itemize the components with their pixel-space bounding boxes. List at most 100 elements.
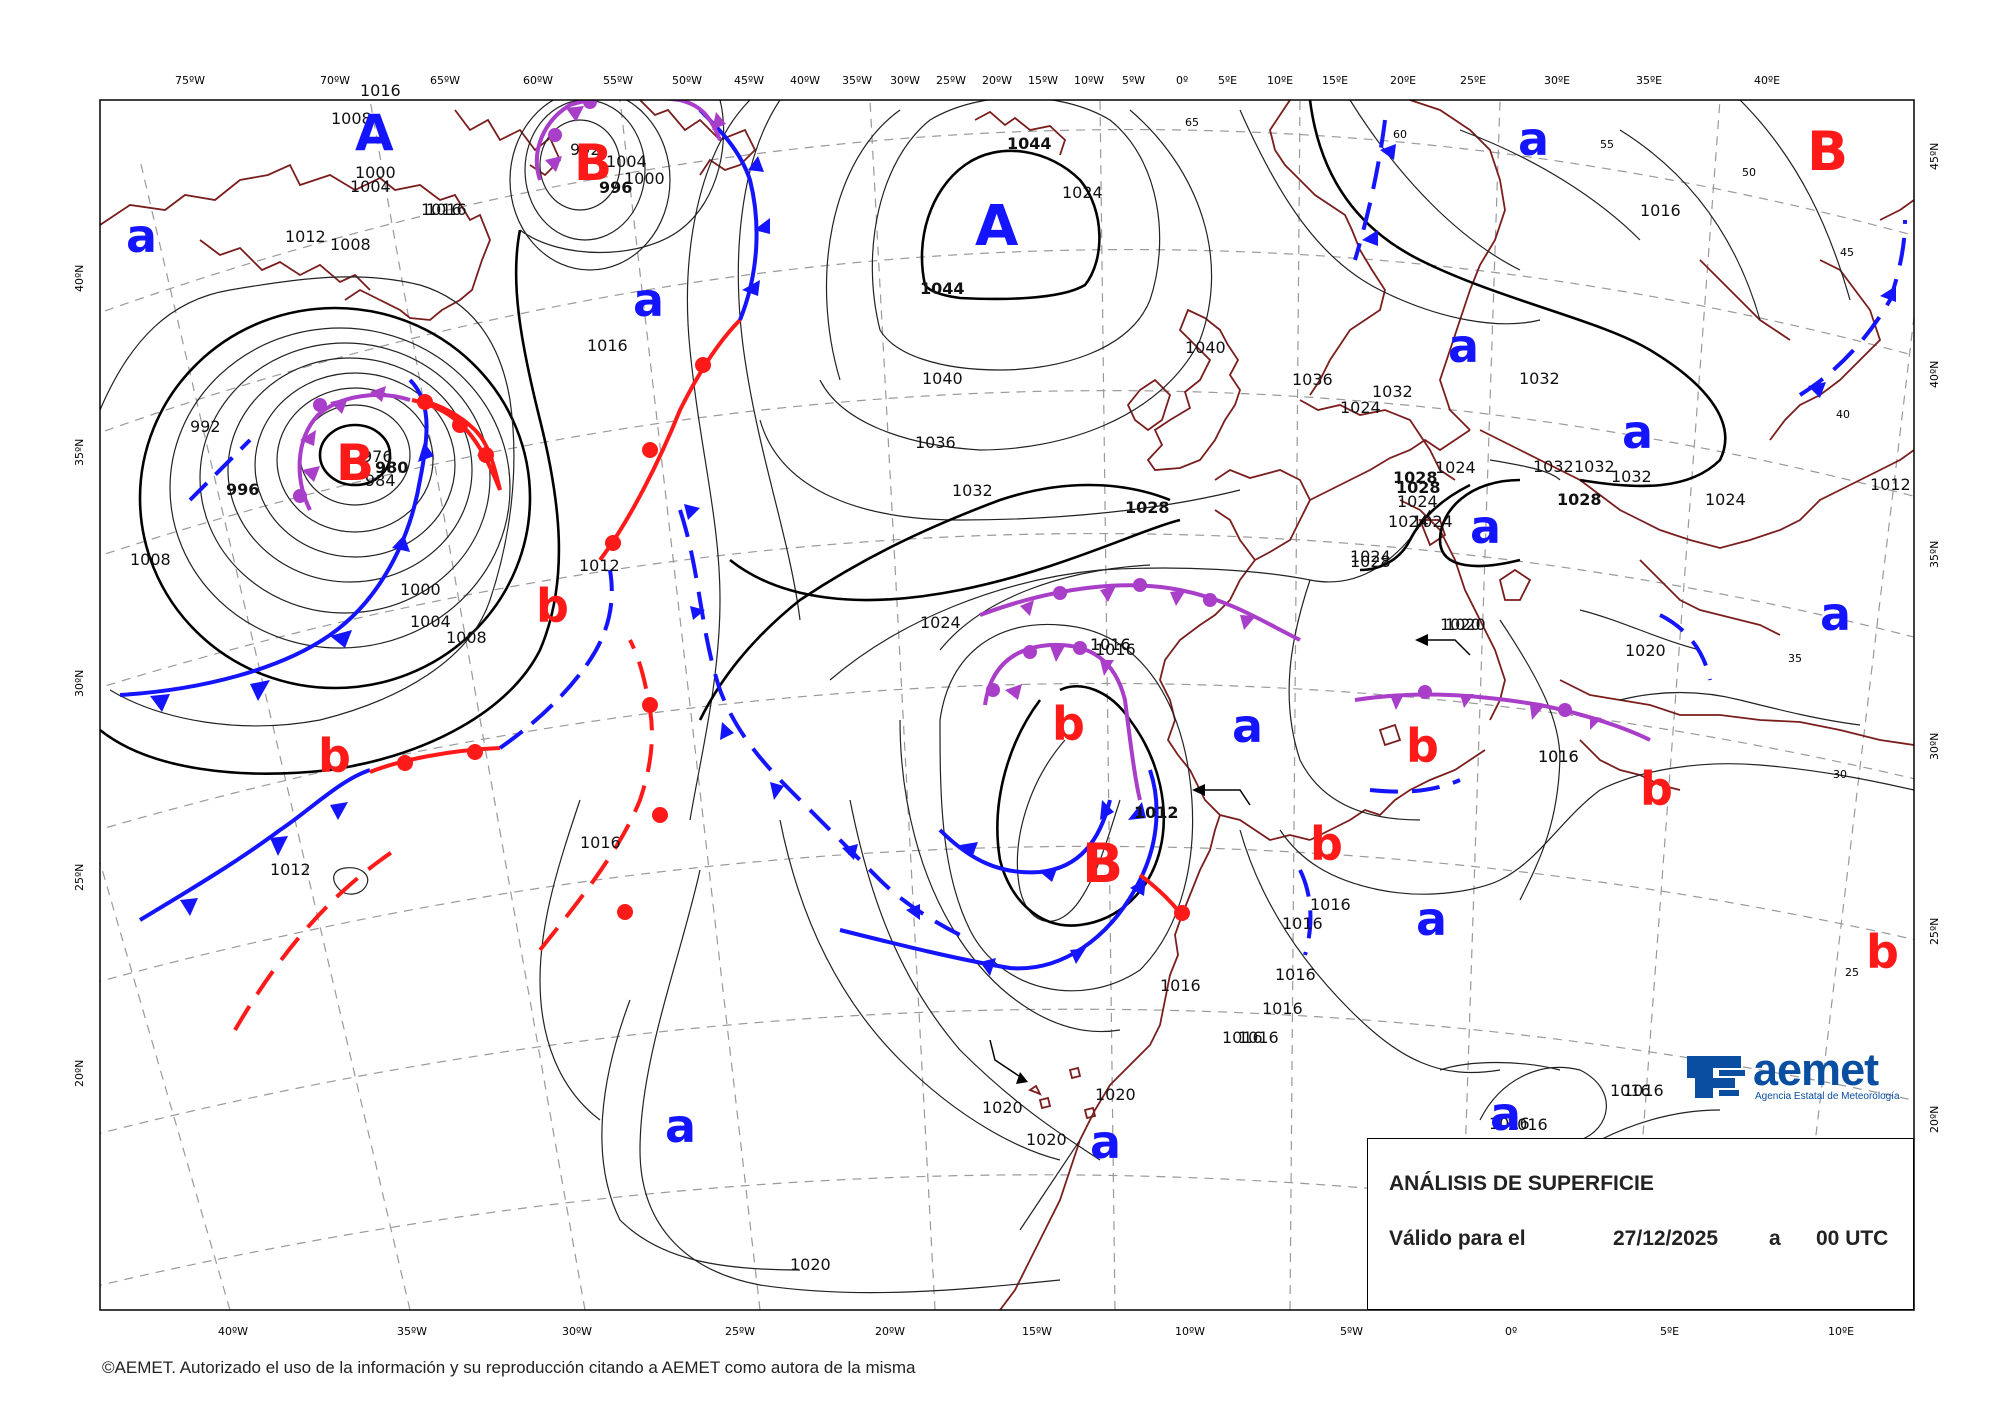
relative-high-letter: a bbox=[1090, 1115, 1121, 1169]
occluded-front-5 bbox=[1354, 692, 1651, 742]
isobar-label: 980 bbox=[375, 458, 408, 477]
relative-high-letter: a bbox=[1490, 1087, 1521, 1141]
top-lon-label: 35ºW bbox=[842, 74, 872, 87]
left-lat-label: 25ºN bbox=[73, 864, 86, 891]
relative-low-letter: b bbox=[1406, 719, 1439, 773]
bottom-lon-label: 25ºW bbox=[725, 1325, 755, 1338]
occluded-front-4 bbox=[979, 583, 1301, 642]
valid-date: 27/12/2025 bbox=[1613, 1227, 1719, 1250]
isobar-label: 1020 bbox=[1440, 615, 1481, 634]
isobar-label: 992 bbox=[190, 417, 221, 436]
stationary-front-1 bbox=[498, 569, 614, 750]
map-frame bbox=[99, 99, 1915, 1311]
right-lat-label: 35ºN bbox=[1928, 541, 1941, 568]
relative-high-letter: a bbox=[1448, 319, 1479, 373]
top-lon-label: 50ºW bbox=[672, 74, 702, 87]
bottom-lon-label: 10ºE bbox=[1828, 1325, 1854, 1338]
right-lat-label: 25ºN bbox=[1928, 918, 1941, 945]
cold-front-1 bbox=[119, 378, 429, 697]
top-lon-label: 30ºW bbox=[890, 74, 920, 87]
relative-high-letter: a bbox=[633, 273, 664, 327]
right-lat-label: 45ºN bbox=[1928, 143, 1941, 170]
stationary-front-7 bbox=[1798, 219, 1907, 397]
isobar-label: 1020 bbox=[1095, 1085, 1136, 1104]
isobar-label: 976 bbox=[362, 447, 393, 466]
stationary-front-5 bbox=[1659, 613, 1712, 681]
bottom-lon-label: 10ºW bbox=[1175, 1325, 1205, 1338]
low-pressure-letter: B bbox=[574, 134, 612, 192]
isobar-label: 1016 bbox=[1310, 895, 1351, 914]
relative-low-letter: b bbox=[1866, 925, 1899, 979]
isobar-label: 1016 bbox=[360, 81, 401, 100]
isobar-label: 1000 bbox=[400, 580, 441, 599]
cold-front-2 bbox=[138, 768, 371, 922]
top-lon-label: 40ºW bbox=[790, 74, 820, 87]
inner-grid-label: 30 bbox=[1833, 768, 1847, 781]
isobar-label: 1040 bbox=[1185, 338, 1226, 357]
top-lon-label: 25ºE bbox=[1460, 74, 1486, 87]
isobar-label: 1012 bbox=[1134, 803, 1179, 822]
isobar-label: 1024 bbox=[1350, 547, 1391, 566]
bottom-lon-label: 5ºW bbox=[1340, 1325, 1363, 1338]
top-lon-label: 10ºE bbox=[1267, 74, 1293, 87]
inner-grid-label: 50 bbox=[1742, 166, 1756, 179]
right-lat-label: 30ºN bbox=[1928, 733, 1941, 760]
isobar-label: 1016 bbox=[1282, 914, 1323, 933]
isobar-label: 1024 bbox=[1062, 183, 1103, 202]
occluded-front-2 bbox=[534, 100, 722, 181]
low-pressure-letter: B bbox=[1082, 832, 1123, 895]
isobar-label: 1016 bbox=[426, 200, 467, 219]
isobar-label: 1032 bbox=[1533, 457, 1574, 476]
high-pressure-letter: A bbox=[355, 104, 394, 162]
top-lon-label: 10ºW bbox=[1074, 74, 1104, 87]
top-lon-label: 45ºW bbox=[734, 74, 764, 87]
bottom-lon-label: 35ºW bbox=[397, 1325, 427, 1338]
top-lon-label: 75ºW bbox=[175, 74, 205, 87]
isobar-label: 1024 bbox=[1397, 492, 1438, 511]
cold-front-4 bbox=[839, 769, 1159, 971]
warm-front-3 bbox=[598, 318, 742, 562]
isobar-label: 1040 bbox=[922, 369, 963, 388]
isobar-label: 1024 bbox=[1388, 512, 1429, 531]
top-lon-label: 20ºW bbox=[982, 74, 1012, 87]
small-cold-front bbox=[188, 438, 252, 502]
inner-grid-label: 55 bbox=[1600, 138, 1614, 151]
bottom-lon-label: 30ºW bbox=[562, 1325, 592, 1338]
left-latitude-labels: 40ºN 35ºN 30ºN 25ºN 20ºN bbox=[73, 265, 86, 1087]
isobar-label: 1024 bbox=[1340, 398, 1381, 417]
isobar-label: 1032 bbox=[1611, 467, 1652, 486]
drift-arrows bbox=[989, 634, 1471, 1084]
top-lon-label: 30ºE bbox=[1544, 74, 1570, 87]
aemet-logo: aemet Agencia Estatal de Meteorología bbox=[1683, 1044, 1913, 1108]
top-lon-label: 60ºW bbox=[523, 74, 553, 87]
isobar-label: 1016 bbox=[1538, 747, 1579, 766]
left-lat-label: 30ºN bbox=[73, 670, 86, 697]
isobar-label: 1036 bbox=[915, 433, 956, 452]
stationary-front-4 bbox=[1298, 869, 1313, 956]
isobar-label: 1008 bbox=[331, 109, 372, 128]
isobar-label: 1028 bbox=[1396, 478, 1441, 497]
warm-front-1 bbox=[419, 398, 502, 491]
relative-low-letter: b bbox=[1640, 762, 1673, 816]
isobar-label: 1000 bbox=[624, 169, 665, 188]
relative-low-letter: b bbox=[318, 729, 351, 783]
pressure-systems: A A B B B B a a a a a a a a a a a a b b … bbox=[126, 104, 1899, 1169]
relative-high-letter: a bbox=[1622, 405, 1653, 459]
isobar-label: 1012 bbox=[1870, 475, 1911, 494]
analysis-title: ANÁLISIS DE SUPERFICIE bbox=[1389, 1172, 1654, 1195]
aemet-logo-text: aemet bbox=[1753, 1044, 1879, 1095]
top-lon-label: 35ºE bbox=[1636, 74, 1662, 87]
low-pressure-letter: B bbox=[1807, 120, 1848, 183]
isobar-label: 1020 bbox=[982, 1098, 1023, 1117]
isobar-label: 1044 bbox=[920, 279, 965, 298]
isobar-label: 1028 bbox=[1350, 552, 1391, 571]
isobar-label: 1028 bbox=[1125, 498, 1170, 517]
top-lon-label: 70ºW bbox=[320, 74, 350, 87]
fronts bbox=[119, 100, 1907, 1032]
inner-grid-labels: 65 60 55 50 45 40 35 30 25 bbox=[1185, 116, 1859, 979]
isobar-label: 1028 bbox=[1393, 468, 1438, 487]
analysis-info-box: ANÁLISIS DE SUPERFICIE Válido para el 27… bbox=[1367, 1138, 1914, 1310]
valid-separator: a bbox=[1769, 1227, 1781, 1250]
isobar-label: 1000 bbox=[355, 163, 396, 182]
